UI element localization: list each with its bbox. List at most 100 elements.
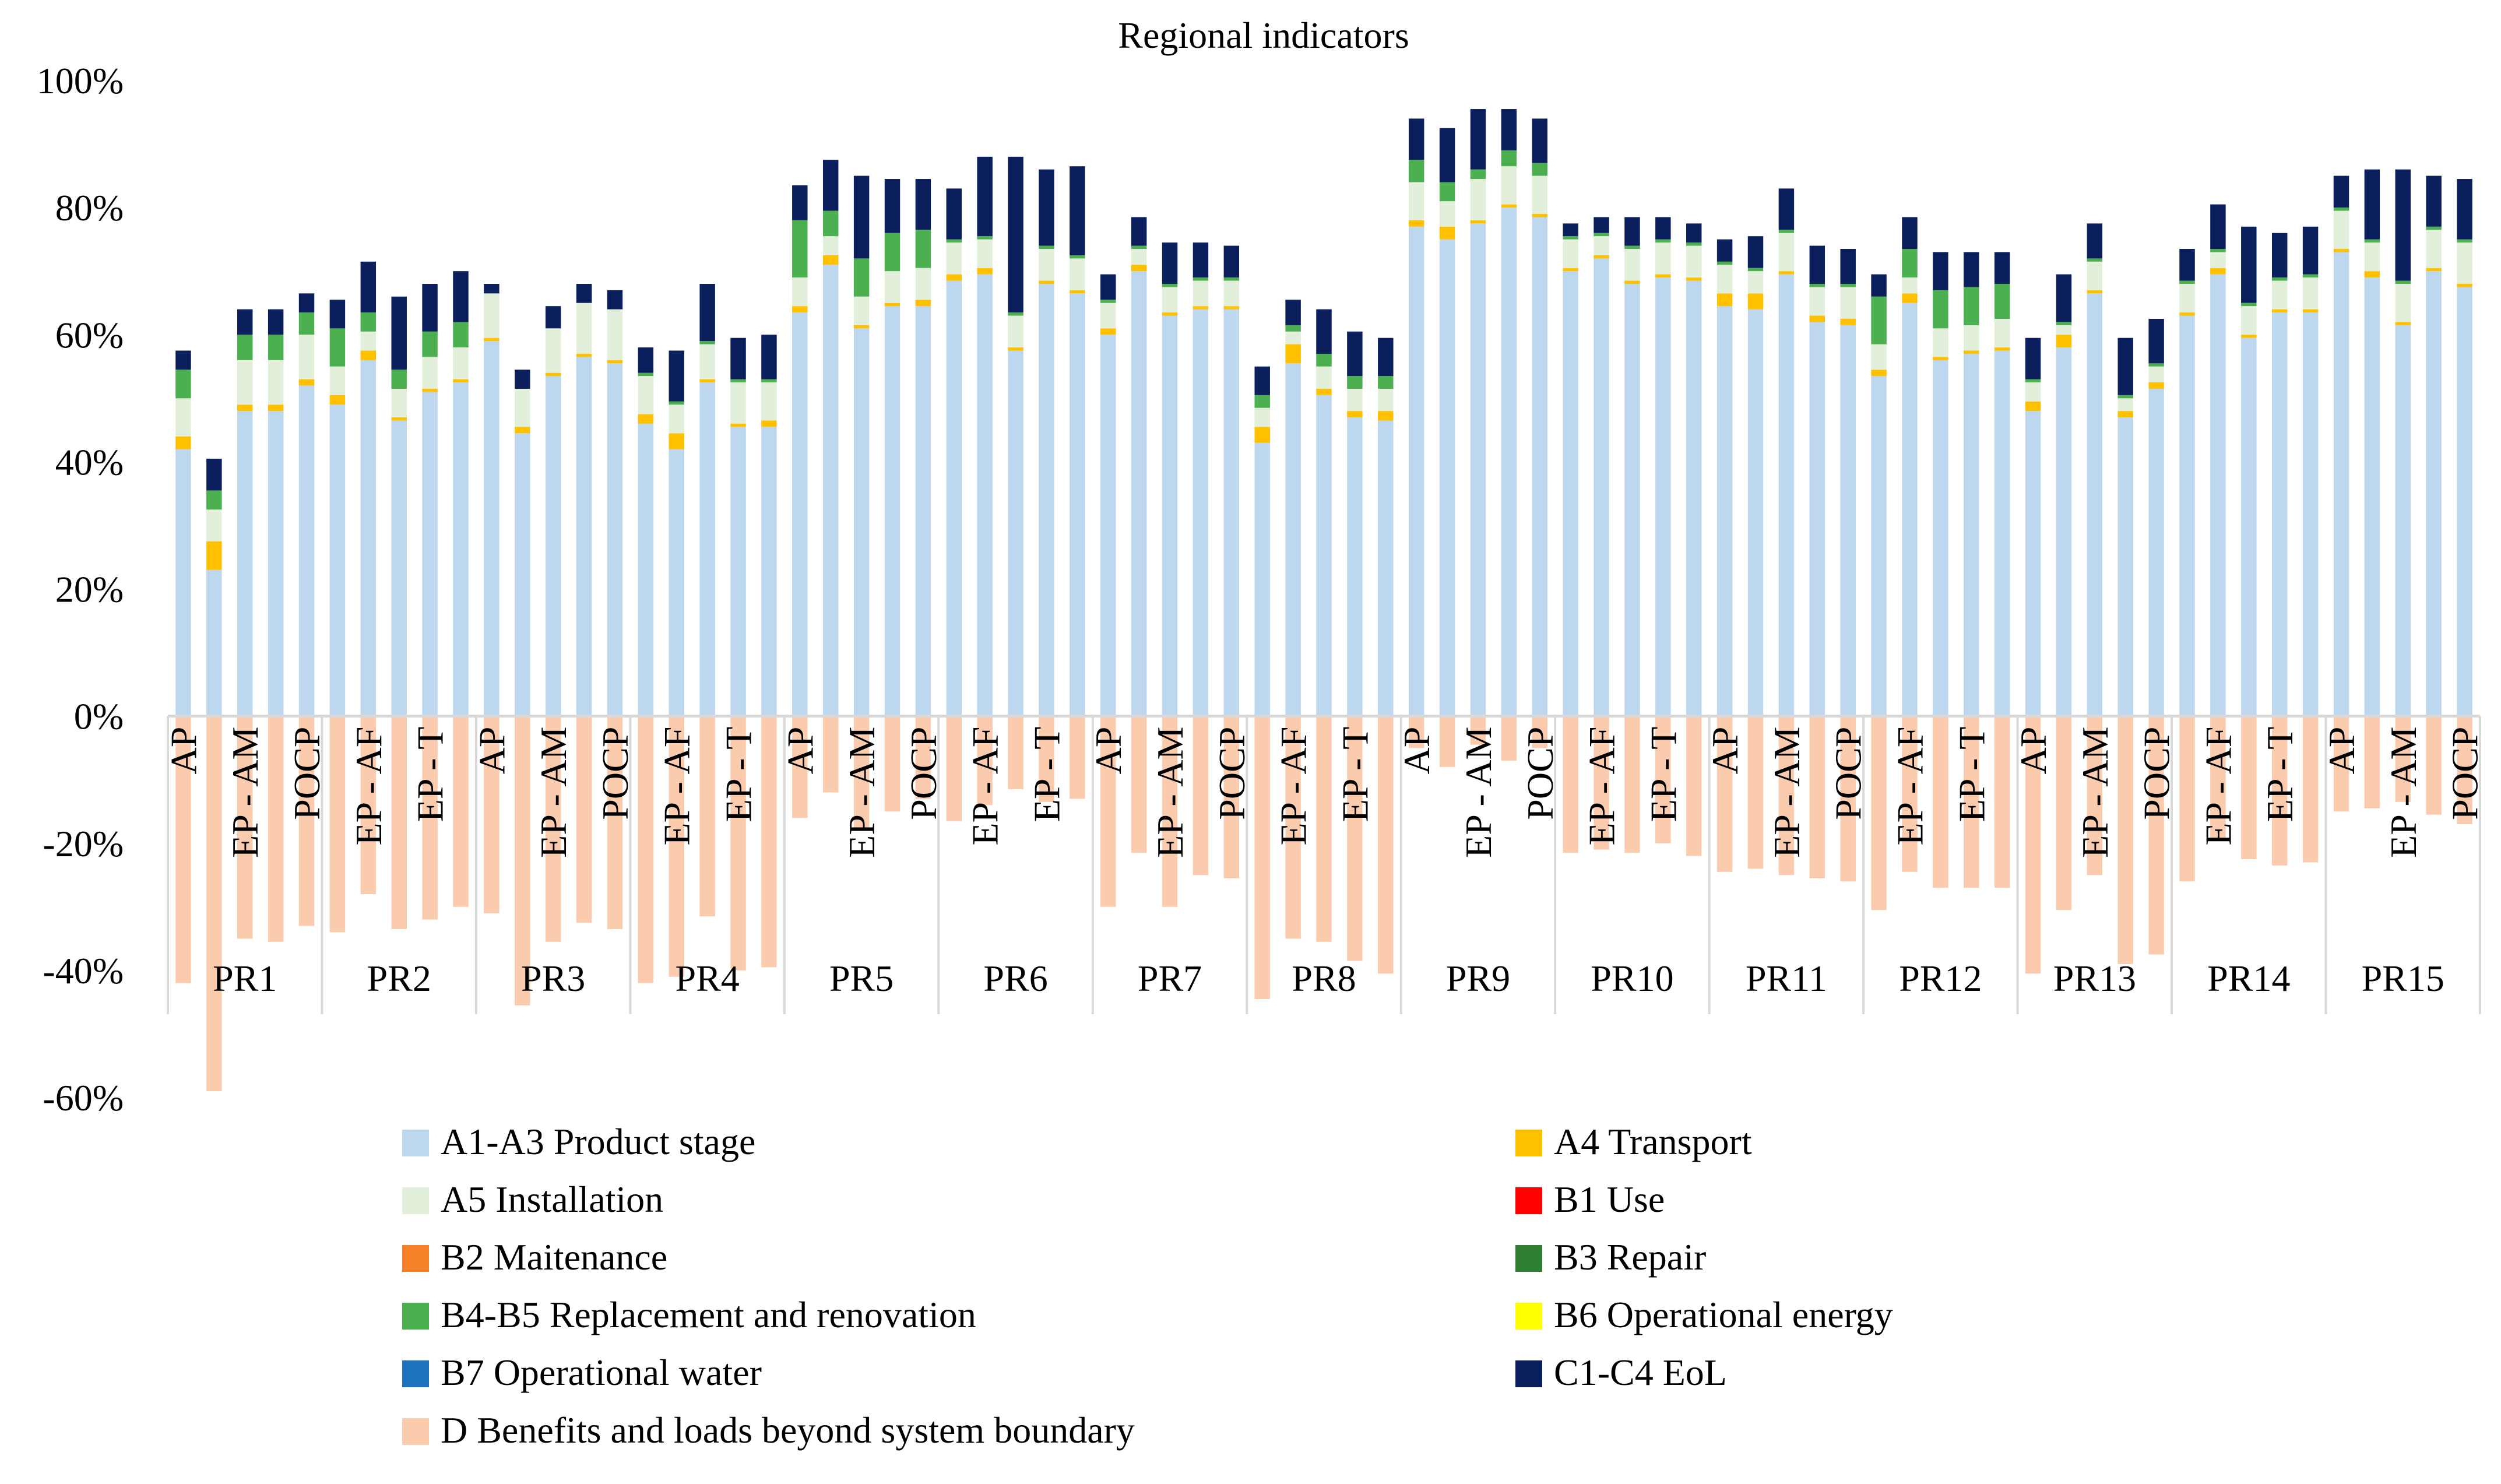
bar-segment-a5 <box>761 382 777 421</box>
bar-segment-b4-b5 <box>853 258 870 297</box>
bar-segment-a1-a3 <box>576 357 592 716</box>
bar-segment-a1-a3 <box>298 385 315 716</box>
bar-segment-c1-c4 <box>1131 217 1147 246</box>
indicator-tick-label: EP - AF <box>348 727 389 846</box>
legend-swatch <box>1515 1360 1542 1387</box>
bar-segment-c1-c4 <box>206 458 222 491</box>
indicator-tick-label: AP <box>1396 727 1437 775</box>
bar-segment-c1-c4 <box>1316 309 1332 354</box>
bar-segment-d-benefits <box>515 716 530 1005</box>
bar-segment-a4 <box>853 325 870 329</box>
bar-segment-d-benefits <box>607 716 623 929</box>
indicator-tick-label: EP - AM <box>2074 727 2116 858</box>
bar-segment-a1-a3 <box>1378 420 1394 716</box>
bar-segment-a5 <box>1193 280 1209 307</box>
bar-segment-a1-a3 <box>2148 388 2164 716</box>
bar-segment-d-benefits <box>2426 716 2442 815</box>
bar-segment-a1-a3 <box>1439 239 1455 716</box>
bar-segment-d-benefits <box>822 716 839 793</box>
bar-segment-a1-a3 <box>2117 417 2133 716</box>
bar-segment-a4 <box>1162 312 1178 316</box>
bar-segment-a4 <box>2395 322 2411 325</box>
bar-segment-b4-b5 <box>1131 245 1147 249</box>
y-tick-label: -40% <box>43 950 124 991</box>
bar-segment-a5 <box>2210 252 2226 268</box>
bar-segment-d-benefits <box>792 716 808 818</box>
bar-segment-d-benefits <box>761 716 777 968</box>
bar-segment-a5 <box>268 360 284 405</box>
bar-segment-c1-c4 <box>2148 318 2164 364</box>
bar-segment-a5 <box>1964 325 1979 351</box>
bar-segment-c1-c4 <box>2025 337 2041 379</box>
bar-segment-b4-b5 <box>1778 230 1795 233</box>
legend-label: B1 Use <box>1554 1179 1665 1220</box>
bar-segment-a4 <box>2025 401 2041 412</box>
bar-segment-a5 <box>669 405 684 434</box>
bar-segment-a5 <box>915 268 931 300</box>
bar-segment-a5 <box>1716 265 1733 294</box>
bar-segment-a1-a3 <box>1532 217 1547 716</box>
bar-segment-a1-a3 <box>1254 442 1270 716</box>
bar-segment-a1-a3 <box>1563 271 1578 716</box>
legend-label: B2 Maitenance <box>441 1236 667 1278</box>
bar-segment-a1-a3 <box>607 363 623 716</box>
bar-segment-b4-b5 <box>1809 284 1825 287</box>
indicator-tick-label: EP - AF <box>656 727 698 846</box>
bar-segment-a4 <box>1964 350 1979 354</box>
bar-segment-d-benefits <box>1994 716 2010 888</box>
bar-segment-c1-c4 <box>422 284 438 332</box>
bar-segment-a5 <box>730 382 746 424</box>
bar-segment-d-benefits <box>1964 716 1979 888</box>
y-tick-label: 100% <box>37 60 124 101</box>
bar-segment-a1-a3 <box>1594 258 1609 716</box>
bar-segment-a5 <box>1840 287 1856 319</box>
bar-segment-d-benefits <box>1563 716 1578 853</box>
bar-segment-a4 <box>2364 271 2380 278</box>
bar-segment-c1-c4 <box>2117 337 2133 395</box>
bar-segment-a4 <box>175 436 191 449</box>
bar-segment-d-benefits <box>2302 716 2319 863</box>
indicator-tick-label: POCP <box>1828 727 1869 820</box>
legend-label: A1-A3 Product stage <box>441 1121 755 1162</box>
bar-segment-d-benefits <box>884 716 900 812</box>
bar-segment-a1-a3 <box>915 306 931 716</box>
y-tick-label: 0% <box>74 696 124 737</box>
bar-segment-a1-a3 <box>1964 353 1979 716</box>
bar-segment-a1-a3 <box>1039 284 1054 716</box>
bar-segment-c1-c4 <box>1933 252 1948 290</box>
bar-segment-a1-a3 <box>853 328 870 716</box>
bar-segment-b4-b5 <box>1439 182 1455 202</box>
bar-segment-c1-c4 <box>1964 252 1979 287</box>
bar-segment-a5 <box>2148 366 2164 383</box>
bar-segment-a1-a3 <box>1470 223 1486 716</box>
bar-segment-a1-a3 <box>730 427 746 716</box>
bar-segment-a1-a3 <box>669 449 684 716</box>
bar-segment-a4 <box>360 350 377 360</box>
bar-segment-a1-a3 <box>1716 306 1733 716</box>
bar-segment-c1-c4 <box>638 347 654 373</box>
bar-segment-b4-b5 <box>1871 296 1887 344</box>
bar-segment-c1-c4 <box>268 309 284 335</box>
bar-segment-c1-c4 <box>1254 366 1270 395</box>
bar-segment-d-benefits <box>422 716 438 920</box>
bar-segment-a1-a3 <box>1902 303 1918 716</box>
bar-segment-a4 <box>730 423 746 427</box>
bar-segment-d-benefits <box>730 716 746 970</box>
indicator-tick-label: EP - T <box>1642 727 1684 822</box>
bar-segment-a1-a3 <box>515 433 530 716</box>
bar-segment-a4 <box>1470 220 1486 224</box>
bar-segment-a5 <box>1563 239 1578 268</box>
bar-segment-a5 <box>1039 249 1054 281</box>
bar-segment-d-benefits <box>1686 716 1702 856</box>
bar-segment-c1-c4 <box>1594 217 1609 233</box>
bar-segment-a5 <box>1316 366 1332 389</box>
group-label: PR5 <box>829 958 894 999</box>
bar-segment-d-benefits <box>2333 716 2349 812</box>
bar-segment-d-benefits <box>329 716 346 933</box>
bar-segment-a5 <box>1871 344 1887 370</box>
bar-segment-a5 <box>2025 382 2041 402</box>
bar-segment-a1-a3 <box>453 382 469 716</box>
bar-segment-c1-c4 <box>576 284 592 303</box>
bar-segment-a4 <box>2117 411 2133 418</box>
bar-segment-c1-c4 <box>1563 223 1578 237</box>
